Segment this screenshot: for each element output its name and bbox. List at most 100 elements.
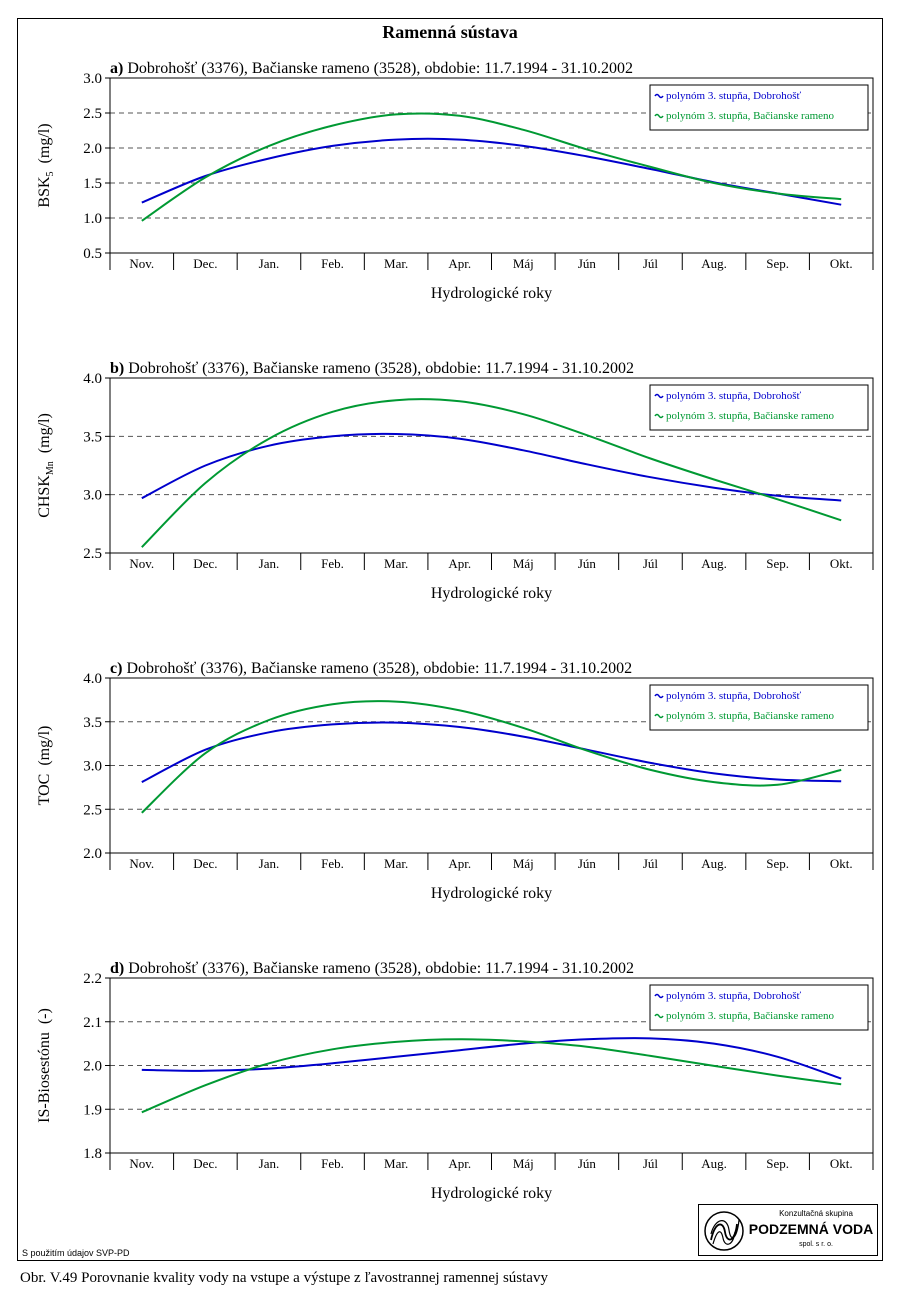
y-axis-label: BSK5 (mg/l) — [36, 123, 56, 207]
x-tick-label: Jan. — [259, 556, 280, 571]
legend-box — [649, 84, 869, 131]
figure-caption: Obr. V.49 Porovnanie kvality vody na vst… — [20, 1270, 548, 1286]
source-note: S použitím údajov SVP-PD — [22, 1248, 130, 1258]
y-tick-label: 2.0 — [83, 141, 102, 157]
y-tick-label: 2.1 — [83, 1015, 102, 1031]
legend-label-1: polynóm 3. stupňa, Dobrohošť — [666, 390, 801, 402]
chart-panel-heading: b) Dobrohošť (3376), Bačianske rameno (35… — [110, 360, 634, 377]
x-tick-label: Sep. — [766, 556, 789, 571]
chart-panel-letter: b) — [110, 360, 124, 377]
x-tick-label: Feb. — [321, 856, 344, 871]
x-tick-label: Jún — [578, 556, 597, 571]
x-tick-label: Okt. — [830, 556, 853, 571]
chart-panel-heading: d) Dobrohošť (3376), Bačianske rameno (35… — [110, 960, 634, 977]
y-axis-label-subscript: 5 — [45, 171, 56, 176]
chart-b-chsk: b) Dobrohošť (3376), Bačianske rameno (35… — [36, 360, 874, 602]
y-axis-label-subscript: Mn — [45, 461, 56, 475]
y-tick-label: 3.0 — [83, 488, 102, 504]
legend-label-2: polynóm 3. stupňa, Bačianske rameno — [666, 410, 835, 422]
x-tick-label: Apr. — [448, 856, 471, 871]
legend-label-2: polynóm 3. stupňa, Bačianske rameno — [666, 1010, 835, 1022]
company-logo-mark-icon — [704, 1211, 744, 1251]
y-tick-label: 3.5 — [83, 429, 102, 445]
y-axis-label-unit: (mg/l) — [36, 413, 53, 453]
x-tick-label: Mar. — [384, 1156, 408, 1171]
legend-swatch-1 — [654, 993, 664, 999]
x-tick-label: Feb. — [321, 256, 344, 271]
chart-title: Dobrohošť (3376), Bačianske rameno (3528… — [128, 360, 634, 377]
x-axis-label: Hydrologické roky — [431, 285, 552, 302]
y-axis-label: CHSKMn (mg/l) — [36, 413, 56, 518]
x-tick-label: Máj — [513, 856, 534, 871]
series-line-2 — [141, 700, 842, 814]
x-tick-label: Jún — [578, 1156, 597, 1171]
chart-title: Dobrohošť (3376), Bačianske rameno (3528… — [127, 60, 633, 77]
x-tick-label: Júl — [643, 256, 659, 271]
y-axis-label-main: TOC — [36, 774, 53, 806]
page-title: Ramenná sústava — [382, 22, 518, 42]
y-tick-label: 2.5 — [83, 802, 102, 818]
series-line-2 — [141, 398, 842, 548]
series-line-2 — [141, 112, 842, 222]
series-line-1 — [141, 1037, 842, 1080]
x-axis-label: Hydrologické roky — [431, 585, 552, 602]
x-tick-label: Sep. — [766, 256, 789, 271]
series-line-1 — [141, 721, 842, 783]
y-axis-label-unit: (-) — [36, 1008, 53, 1024]
chart-d-is-biosestonu: d) Dobrohošť (3376), Bačianske rameno (35… — [36, 960, 874, 1202]
x-tick-label: Sep. — [766, 856, 789, 871]
x-tick-label: Dec. — [193, 256, 217, 271]
y-axis-label: IS-Biosestónu (-) — [36, 1008, 53, 1123]
x-tick-label: Nov. — [129, 856, 154, 871]
chart-title: Dobrohošť (3376), Bačianske rameno (3528… — [128, 960, 634, 977]
x-tick-label: Feb. — [321, 556, 344, 571]
x-tick-label: Feb. — [321, 1156, 344, 1171]
legend-box — [649, 384, 869, 431]
y-tick-label: 2.5 — [83, 106, 102, 122]
chart-panel-heading: c) Dobrohošť (3376), Bačianske rameno (35… — [110, 660, 632, 677]
y-tick-label: 1.5 — [83, 176, 102, 192]
x-tick-label: Máj — [513, 556, 534, 571]
x-tick-label: Apr. — [448, 1156, 471, 1171]
y-tick-label: 2.0 — [83, 846, 102, 862]
x-tick-label: Mar. — [384, 556, 408, 571]
x-tick-label: Jan. — [259, 856, 280, 871]
y-tick-label: 1.8 — [83, 1146, 102, 1162]
legend-box — [649, 984, 869, 1031]
x-tick-label: Nov. — [129, 556, 154, 571]
x-axis-label: Hydrologické roky — [431, 1185, 552, 1202]
x-tick-label: Aug. — [701, 256, 727, 271]
y-tick-label: 2.5 — [83, 546, 102, 562]
legend-swatch-1 — [654, 693, 664, 699]
x-axis-label: Hydrologické roky — [431, 885, 552, 902]
x-tick-label: Apr. — [448, 556, 471, 571]
y-axis-label-unit: (mg/l) — [36, 123, 53, 163]
chart-c-toc: c) Dobrohošť (3376), Bačianske rameno (35… — [36, 660, 874, 902]
y-tick-label: 2.2 — [83, 971, 102, 987]
company-logo: Konzultačná skupina PODZEMNÁ VODA spol. … — [698, 1204, 878, 1256]
x-tick-label: Sep. — [766, 1156, 789, 1171]
x-tick-label: Jan. — [259, 256, 280, 271]
x-tick-label: Dec. — [193, 1156, 217, 1171]
y-axis-label: TOC (mg/l) — [36, 726, 53, 806]
x-tick-label: Aug. — [701, 1156, 727, 1171]
chart-panel-letter: d) — [110, 960, 124, 977]
x-tick-label: Okt. — [830, 256, 853, 271]
legend-label-1: polynóm 3. stupňa, Dobrohošť — [666, 90, 801, 102]
y-axis-label-main: BSK — [36, 176, 53, 208]
x-tick-label: Mar. — [384, 856, 408, 871]
x-tick-label: Júl — [643, 1156, 659, 1171]
x-tick-label: Jan. — [259, 1156, 280, 1171]
logo-line3: spol. s r. o. — [799, 1241, 833, 1248]
y-tick-label: 1.9 — [83, 1102, 102, 1118]
legend-swatch-2 — [654, 113, 664, 119]
y-axis-label-unit: (mg/l) — [36, 726, 53, 766]
chart-panel-heading: a) Dobrohošť (3376), Bačianske rameno (35… — [110, 60, 633, 77]
legend-swatch-2 — [654, 413, 664, 419]
legend-swatch-1 — [654, 93, 664, 99]
y-axis-label-main: CHSK — [36, 475, 53, 518]
x-tick-label: Dec. — [193, 556, 217, 571]
y-tick-label: 4.0 — [83, 371, 102, 387]
legend-swatch-2 — [654, 1013, 664, 1019]
chart-a-bsk5: a) Dobrohošť (3376), Bačianske rameno (35… — [36, 60, 874, 302]
